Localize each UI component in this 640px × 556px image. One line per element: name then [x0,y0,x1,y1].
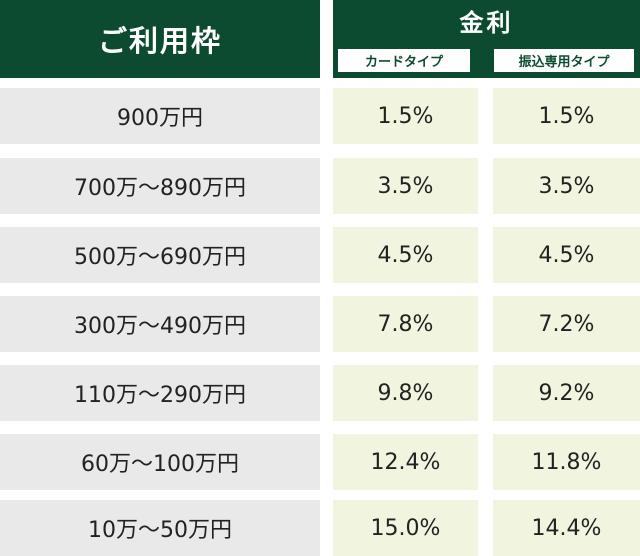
limit-cell: 10万～50万円 [0,500,320,556]
limit-cell: 700万～890万円 [0,158,320,214]
card-rate-cell: 12.4% [333,434,478,490]
limit-cell: 60万～100万円 [0,434,320,490]
card-type-header: カードタイプ [337,48,471,73]
card-rate-cell: 7.8% [333,296,478,352]
rate-header-label: 金利 [459,8,514,37]
transfer-rate-cell: 11.8% [493,434,640,490]
transfer-rate-cell: 14.4% [493,500,640,556]
limit-cell: 300万～490万円 [0,296,320,352]
limit-cell: 500万～690万円 [0,227,320,283]
limit-header: ご利用枠 [0,0,320,78]
table-row: 10万～50万円 15.0% 14.4% [0,500,640,556]
transfer-type-header: 振込専用タイプ [493,48,635,73]
table-row: 500万～690万円 4.5% 4.5% [0,227,640,283]
transfer-rate-cell: 3.5% [493,158,640,214]
table-row: 110万～290万円 9.8% 9.2% [0,365,640,421]
card-rate-cell: 3.5% [333,158,478,214]
transfer-rate-cell: 1.5% [493,88,640,144]
transfer-rate-cell: 7.2% [493,296,640,352]
rate-header: 金利 カードタイプ 振込専用タイプ [333,0,640,78]
transfer-rate-cell: 9.2% [493,365,640,421]
limit-cell: 900万円 [0,88,320,144]
card-rate-cell: 15.0% [333,500,478,556]
card-rate-cell: 1.5% [333,88,478,144]
transfer-rate-cell: 4.5% [493,227,640,283]
table-row: 300万～490万円 7.8% 7.2% [0,296,640,352]
limit-header-label: ご利用枠 [97,24,222,58]
card-rate-cell: 4.5% [333,227,478,283]
table-row: 900万円 1.5% 1.5% [0,88,640,144]
table-row: 60万～100万円 12.4% 11.8% [0,434,640,490]
card-rate-cell: 9.8% [333,365,478,421]
table-row: 700万～890万円 3.5% 3.5% [0,158,640,214]
limit-cell: 110万～290万円 [0,365,320,421]
